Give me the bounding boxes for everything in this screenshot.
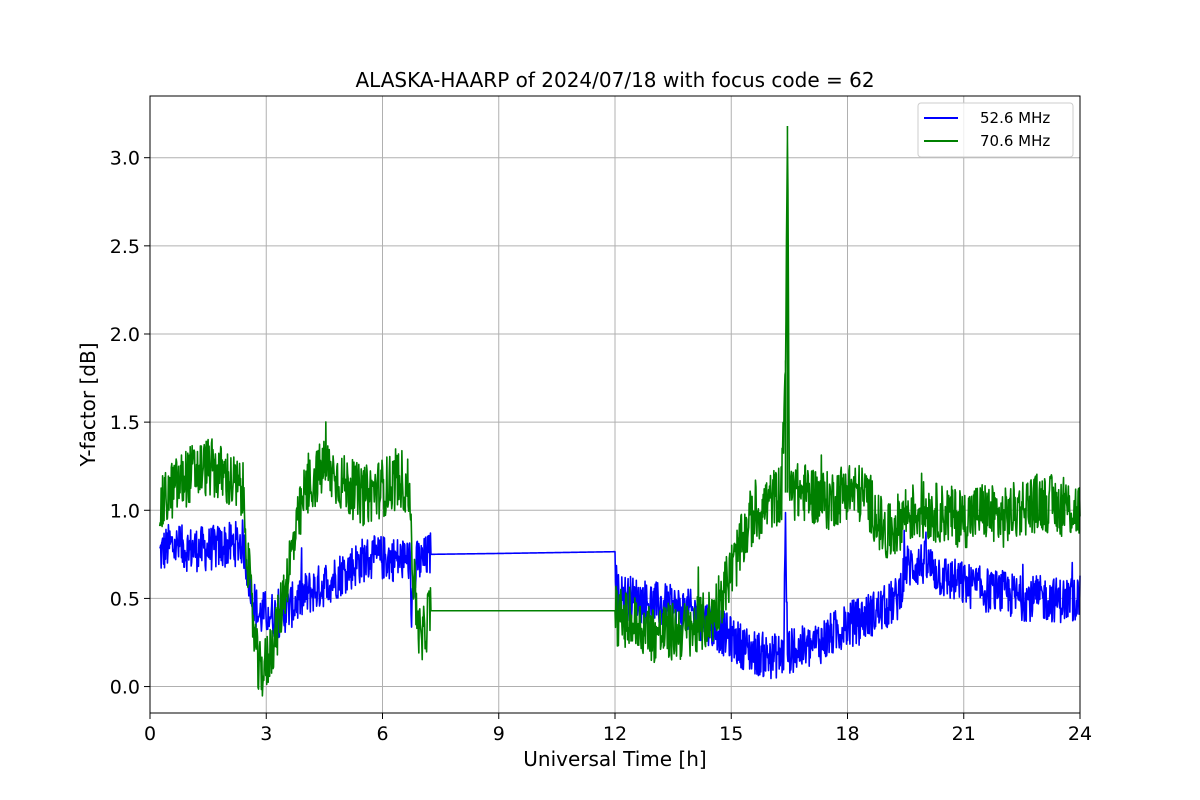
legend-label-0: 52.6 MHz (980, 109, 1050, 127)
y-tick-label: 2.5 (110, 236, 140, 258)
y-tick-label: 0.5 (110, 588, 140, 610)
x-tick-label: 6 (376, 723, 388, 745)
y-axis-label: Y-factor [dB] (76, 342, 100, 467)
x-tick-label: 18 (835, 723, 859, 745)
x-axis-label: Universal Time [h] (523, 747, 706, 771)
x-tick-label: 24 (1068, 723, 1092, 745)
x-tick-label: 15 (719, 723, 743, 745)
y-tick-label: 1.0 (110, 500, 140, 522)
ticks: 0 3 6 9 12 15 18 21 24 0.0 0.5 1.0 1.5 2.0 2.5 3.0 (110, 148, 1092, 745)
x-tick-label: 9 (493, 723, 505, 745)
y-tick-label: 3.0 (110, 148, 140, 170)
legend: 52.6 MHz 70.6 MHz (917, 102, 1074, 158)
series-layer (158, 125, 1081, 697)
x-tick-label: 0 (144, 723, 156, 745)
x-tick-label: 12 (603, 723, 627, 745)
y-tick-label: 2.0 (110, 324, 140, 346)
legend-label-1: 70.6 MHz (980, 132, 1050, 150)
chart-title: ALASKA-HAARP of 2024/07/18 with focus co… (355, 68, 874, 92)
y-tick-label: 1.5 (110, 412, 140, 434)
x-tick-label: 21 (952, 723, 976, 745)
series-line-1 (158, 125, 1081, 697)
legend-box (917, 102, 1074, 158)
x-tick-label: 3 (260, 723, 272, 745)
y-tick-label: 0.0 (110, 677, 140, 699)
